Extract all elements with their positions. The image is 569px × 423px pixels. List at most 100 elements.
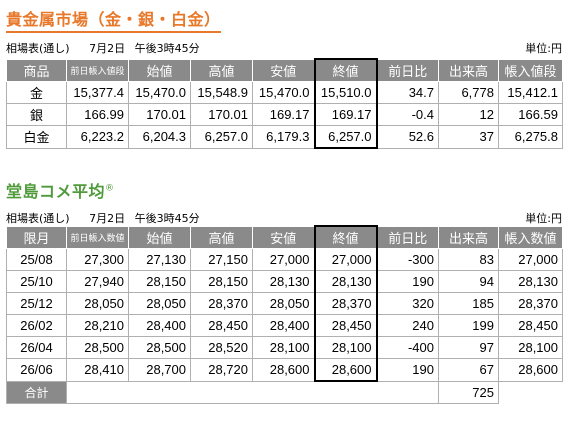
table-cell: 28,150 <box>128 270 191 293</box>
table-cell: 190 <box>376 270 439 293</box>
col-header: 終値 <box>313 58 378 82</box>
table-header-row: 限月 前日帳入数値 始値 高値 安値 終値 前日比 出来高 帳入数値 <box>6 225 563 249</box>
col-header: 帳入数値 <box>498 225 563 249</box>
table-cell: 6,778 <box>438 81 499 104</box>
col-header: 始値 <box>128 225 191 249</box>
rice-index-table: 限月 前日帳入数値 始値 高値 安値 終値 前日比 出来高 帳入数値 25/08… <box>6 225 563 404</box>
col-header: 前日比 <box>376 58 439 82</box>
col-header: 終値 <box>313 225 378 249</box>
table-cell: 27,940 <box>66 270 129 293</box>
table-row: 25/10 27,940 28,150 28,150 28,130 28,130… <box>6 270 563 293</box>
table-header-row: 商品 前日帳入値段 始値 高値 安値 終値 前日比 出来高 帳入値段 <box>6 58 563 82</box>
unit-label: 単位:円 <box>525 212 562 225</box>
close-cell: 6,257.0 <box>313 125 378 149</box>
col-header: 前日帳入値段 <box>66 58 129 82</box>
table-cell: 15,377.4 <box>66 81 129 104</box>
col-header: 高値 <box>190 58 253 82</box>
commodity-cell: 銀 <box>6 103 67 126</box>
table-cell: 28,500 <box>66 336 129 359</box>
total-label: 合計 <box>6 380 67 404</box>
close-cell: 169.17 <box>313 103 378 126</box>
date-label: 7月2日 <box>89 212 126 225</box>
table-cell: 15,470.0 <box>128 81 191 104</box>
col-header: 商品 <box>6 58 67 82</box>
rice-title-text: 堂島コメ平均 <box>6 182 106 201</box>
table-cell: 83 <box>438 248 499 271</box>
col-header: 前日比 <box>376 225 439 249</box>
table-cell: 6,179.3 <box>252 125 315 149</box>
total-volume: 725 <box>438 380 499 404</box>
table-cell: 6,223.2 <box>66 125 129 149</box>
table-cell: 28,720 <box>190 358 253 382</box>
table-row: 26/04 28,500 28,500 28,520 28,100 28,100… <box>6 336 563 359</box>
unit-label: 単位:円 <box>525 42 562 55</box>
table-cell: 166.59 <box>498 103 563 126</box>
table-cell: 6,275.8 <box>498 125 563 149</box>
close-cell: 28,100 <box>313 336 378 359</box>
table-cell: 28,450 <box>498 314 563 337</box>
table-cell: 37 <box>438 125 499 149</box>
session-label: 相場表(通し) <box>6 42 70 55</box>
table-cell: 94 <box>438 270 499 293</box>
table-cell: 28,600 <box>252 358 315 382</box>
table-cell: 240 <box>376 314 439 337</box>
table-cell: 169.17 <box>252 103 315 126</box>
contract-month-cell: 26/06 <box>6 358 67 382</box>
table-row: 25/12 28,050 28,050 28,370 28,050 28,370… <box>6 292 563 315</box>
table-cell: 28,050 <box>66 292 129 315</box>
col-header: 帳入値段 <box>498 58 563 82</box>
table-row: 26/06 28,410 28,700 28,720 28,600 28,600… <box>6 358 563 382</box>
table-cell: 15,412.1 <box>498 81 563 104</box>
precious-metals-title: 貴金属市場（金・銀・白金） <box>6 6 221 33</box>
table-cell: -400 <box>376 336 439 359</box>
contract-month-cell: 25/10 <box>6 270 67 293</box>
col-header: 限月 <box>6 225 67 249</box>
total-blank <box>499 381 563 404</box>
col-header: 出来高 <box>438 225 499 249</box>
table-cell: 28,400 <box>252 314 315 337</box>
col-header: 出来高 <box>438 58 499 82</box>
time-label: 午後3時45分 <box>134 212 200 225</box>
table-cell: 12 <box>438 103 499 126</box>
table-cell: 67 <box>438 358 499 382</box>
rice-index-title: 堂島コメ平均® <box>6 178 115 202</box>
table-cell: 34.7 <box>376 81 439 104</box>
table-cell: 28,520 <box>190 336 253 359</box>
col-header: 高値 <box>190 225 253 249</box>
contract-month-cell: 26/04 <box>6 336 67 359</box>
time-label: 午後3時45分 <box>134 42 200 55</box>
col-header: 安値 <box>252 58 315 82</box>
table-cell: 28,150 <box>190 270 253 293</box>
table-cell: 320 <box>376 292 439 315</box>
table-cell: 28,600 <box>498 358 563 382</box>
close-cell: 28,450 <box>313 314 378 337</box>
table-cell: 28,100 <box>498 336 563 359</box>
table-cell: 170.01 <box>190 103 253 126</box>
contract-month-cell: 25/12 <box>6 292 67 315</box>
table-row: 銀 166.99 170.01 170.01 169.17 169.17 -0.… <box>6 103 563 126</box>
table-cell: 28,700 <box>128 358 191 382</box>
col-header: 安値 <box>252 225 315 249</box>
close-cell: 28,370 <box>313 292 378 315</box>
table-row: 26/02 28,210 28,400 28,450 28,400 28,450… <box>6 314 563 337</box>
table-cell: 190 <box>376 358 439 382</box>
contract-month-cell: 25/08 <box>6 248 67 271</box>
table-cell: 28,400 <box>128 314 191 337</box>
table-cell: 52.6 <box>376 125 439 149</box>
close-cell: 28,130 <box>313 270 378 293</box>
table-cell: 185 <box>438 292 499 315</box>
table-cell: 15,470.0 <box>252 81 315 104</box>
date-label: 7月2日 <box>89 42 126 55</box>
precious-metals-table: 商品 前日帳入値段 始値 高値 安値 終値 前日比 出来高 帳入値段 金 15,… <box>6 58 563 149</box>
table-row: 金 15,377.4 15,470.0 15,548.9 15,470.0 15… <box>6 81 563 104</box>
close-cell: 15,510.0 <box>313 81 378 104</box>
table-cell: -0.4 <box>376 103 439 126</box>
close-cell: 28,600 <box>313 358 378 382</box>
col-header: 前日帳入数値 <box>66 225 129 249</box>
registered-mark: ® <box>105 183 115 194</box>
precious-subline: 相場表(通し) 7月2日 午後3時45分 単位:円 <box>6 40 562 56</box>
table-cell: 28,370 <box>190 292 253 315</box>
table-cell: 28,210 <box>66 314 129 337</box>
col-header: 始値 <box>128 58 191 82</box>
table-cell: 27,150 <box>190 248 253 271</box>
